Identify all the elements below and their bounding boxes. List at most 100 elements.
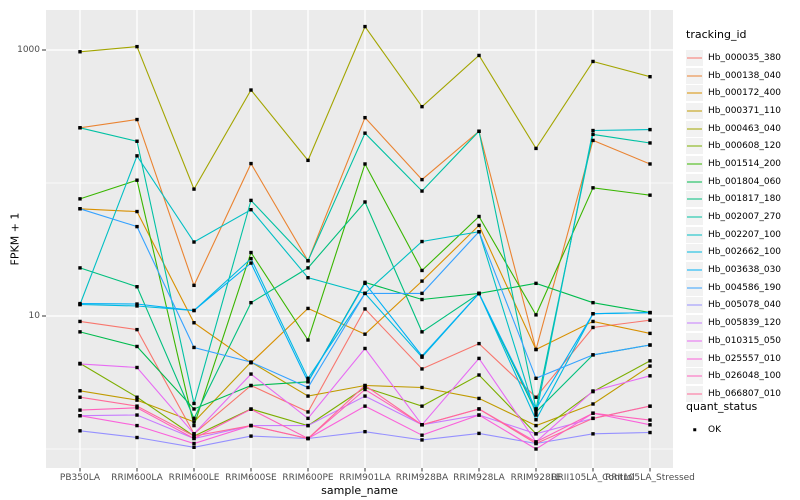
legend-key-swatch: [686, 173, 703, 190]
data-point: [363, 200, 367, 204]
data-point: [534, 313, 538, 317]
legend-item-label: Hb_005839_120: [708, 318, 782, 329]
data-point: [534, 418, 538, 422]
x-tick-label-RRII105LA_Stressed: RRII105LA_Stressed: [605, 473, 695, 483]
legend-key-line: [687, 322, 702, 324]
data-point: [78, 330, 82, 334]
data-point: [477, 407, 481, 411]
data-point: [591, 300, 595, 305]
legend-key-line: [687, 181, 702, 183]
legend-tracking-id: tracking_id Hb_000035_380 Hb_000138_040 Hb…: [686, 28, 796, 403]
data-point: [534, 376, 538, 381]
data-point: [648, 343, 652, 347]
legend-item-label: Hb_001817_180: [708, 194, 782, 205]
data-point: [363, 332, 367, 336]
data-point: [249, 256, 253, 261]
data-point: [192, 416, 196, 421]
legend-key-line: [687, 375, 702, 377]
legend-key-swatch: [686, 297, 703, 314]
legend-key-line: [687, 198, 702, 200]
data-point: [534, 281, 538, 286]
legend-key-swatch: [686, 350, 703, 367]
data-point: [591, 353, 595, 357]
legend-key-swatch: [686, 138, 703, 155]
legend-item-label: Hb_026048_100: [708, 371, 782, 382]
data-point: [363, 115, 367, 120]
data-point: [591, 138, 595, 143]
legend-key-line: [687, 75, 702, 77]
data-point: [78, 207, 82, 211]
legend-key-line: [687, 340, 702, 342]
data-point: [135, 139, 139, 143]
data-point: [477, 53, 481, 58]
data-point: [477, 413, 481, 417]
data-point: [591, 411, 595, 415]
legend-quant-status: quant_status OK: [686, 400, 796, 439]
legend-item-Hb_000608_120: Hb_000608_120: [686, 137, 796, 155]
data-point: [363, 383, 367, 388]
legend-key-line: [687, 393, 702, 395]
data-point: [306, 266, 310, 270]
legend-item-label: Hb_002207_100: [708, 229, 782, 240]
data-point: [192, 420, 196, 424]
x-tick-label-RRIM600PE: RRIM600PE: [282, 473, 334, 483]
data-point: [591, 319, 595, 324]
x-tick-label-RRIM901LA: RRIM901LA: [339, 473, 391, 483]
legend-key-line: [687, 234, 702, 236]
data-point: [306, 276, 310, 280]
data-point: [192, 345, 196, 350]
x-tick-label-RRIM600LA: RRIM600LA: [111, 473, 163, 483]
data-point: [591, 132, 595, 137]
legend-item-Hb_001804_060: Hb_001804_060: [686, 173, 796, 191]
data-point: [363, 291, 367, 296]
legend-item-Hb_025557_010: Hb_025557_010: [686, 350, 796, 368]
data-point: [534, 146, 538, 151]
data-point: [591, 59, 595, 64]
data-point: [249, 434, 253, 438]
data-point: [306, 423, 310, 428]
quant-legend-key: [686, 422, 703, 438]
data-point: [78, 266, 82, 270]
data-point: [249, 300, 253, 305]
quant-legend-items: OK: [686, 421, 796, 439]
legend-item-Hb_004586_190: Hb_004586_190: [686, 279, 796, 297]
legend-key-swatch: [686, 49, 703, 66]
legend-key-line: [687, 358, 702, 360]
legend-item-Hb_000463_040: Hb_000463_040: [686, 120, 796, 138]
legend-item-label: Hb_003638_030: [708, 265, 782, 276]
x-axis-title: sample_name: [321, 484, 398, 497]
data-point: [192, 432, 196, 436]
data-point: [249, 250, 253, 255]
data-point: [648, 430, 652, 435]
data-point: [306, 259, 310, 263]
data-point: [534, 410, 538, 414]
legend-key-line: [687, 251, 702, 253]
quant-legend-item-label: OK: [708, 424, 721, 435]
data-point: [192, 283, 196, 288]
data-point: [306, 306, 310, 311]
legend-key-swatch: [686, 102, 703, 119]
legend-item-label: Hb_000172_400: [708, 88, 782, 99]
data-point: [420, 423, 424, 427]
legend-item-label: Hb_004586_190: [708, 282, 782, 293]
data-point: [363, 404, 367, 408]
quant-legend-title: quant_status: [686, 400, 758, 413]
data-point: [363, 131, 367, 135]
data-point: [78, 408, 82, 412]
legend-key-swatch: [686, 332, 703, 349]
data-point: [192, 436, 196, 441]
legend-key-swatch: [686, 262, 703, 279]
legend-item-Hb_000172_400: Hb_000172_400: [686, 84, 796, 102]
legend-item-Hb_026048_100: Hb_026048_100: [686, 367, 796, 385]
legend-key-line: [687, 163, 702, 165]
data-point: [249, 383, 253, 388]
data-point: [135, 404, 139, 408]
legend-item-Hb_002007_270: Hb_002007_270: [686, 208, 796, 226]
legend-key-swatch: [686, 209, 703, 226]
data-point: [591, 402, 595, 406]
data-point: [420, 104, 424, 109]
data-point: [648, 318, 652, 322]
data-point: [648, 127, 652, 132]
data-point: [420, 330, 424, 334]
y-tick-label-1000: 1000: [17, 45, 40, 55]
